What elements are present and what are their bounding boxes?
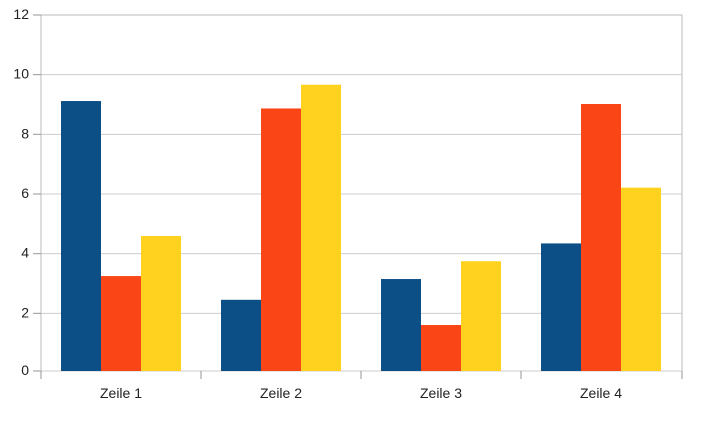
svg-text:10: 10 [13,66,29,82]
svg-text:2: 2 [21,304,29,320]
svg-text:12: 12 [13,6,29,22]
svg-text:Zeile 3: Zeile 3 [420,385,462,401]
svg-text:Zeile 4: Zeile 4 [580,385,622,401]
svg-text:Zeile 1: Zeile 1 [100,385,142,401]
svg-text:4: 4 [21,245,29,261]
svg-text:6: 6 [21,185,29,201]
svg-text:0: 0 [21,362,29,378]
svg-text:8: 8 [21,125,29,141]
svg-text:Zeile 2: Zeile 2 [260,385,302,401]
